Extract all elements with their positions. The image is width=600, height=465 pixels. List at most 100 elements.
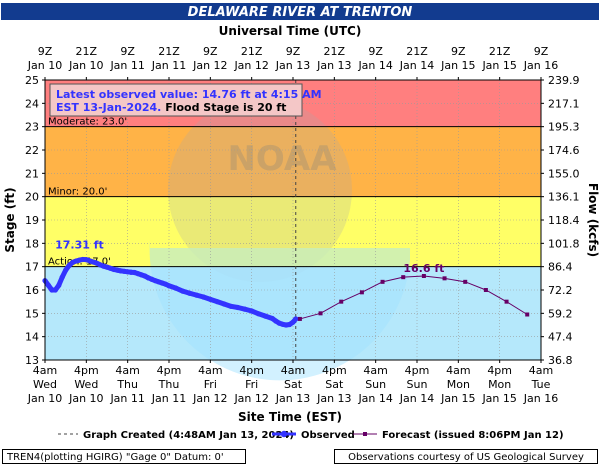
left-tick-label: 14 bbox=[25, 331, 39, 344]
forecast-point bbox=[297, 316, 302, 321]
left-tick-label: 25 bbox=[25, 74, 39, 87]
bottom-tick-day: Fri bbox=[245, 378, 258, 391]
top-tick-hour: 9Z bbox=[368, 45, 383, 58]
observed-point bbox=[235, 304, 241, 311]
top-tick-date: Jan 13 bbox=[275, 59, 310, 72]
top-tick-date: Jan 15 bbox=[440, 59, 475, 72]
observed-point bbox=[56, 282, 62, 288]
left-tick-label: 17 bbox=[25, 261, 39, 274]
observed-point bbox=[262, 313, 269, 319]
bottom-tick-day: Wed bbox=[33, 378, 57, 391]
bottom-tick-time: 4am bbox=[115, 364, 139, 377]
top-tick-date: Jan 10 bbox=[68, 59, 103, 72]
bottom-tick-date: Jan 10 bbox=[68, 392, 103, 405]
left-tick-label: 24 bbox=[25, 97, 39, 110]
forecast-peak-label: 16.6 ft bbox=[403, 262, 444, 275]
bottom-tick-date: Jan 16 bbox=[523, 392, 558, 405]
forecast-point bbox=[380, 279, 385, 284]
legend-observed-label: Observed bbox=[301, 430, 355, 441]
right-tick-label: 217.1 bbox=[548, 97, 580, 110]
legend-forecast-marker bbox=[363, 432, 367, 436]
top-tick-hour: 21Z bbox=[76, 45, 98, 58]
forecast-point bbox=[463, 279, 468, 284]
bottom-tick-time: 4pm bbox=[487, 364, 512, 377]
bottom-tick-date: Jan 13 bbox=[275, 392, 310, 405]
left-tick-label: 21 bbox=[25, 167, 39, 180]
bottom-tick-date: Jan 15 bbox=[440, 392, 475, 405]
right-tick-label: 47.4 bbox=[548, 331, 573, 344]
forecast-point bbox=[525, 312, 530, 317]
bottom-tick-date: Jan 12 bbox=[233, 392, 268, 405]
bottom-tick-time: 4am bbox=[281, 364, 305, 377]
forecast-point bbox=[483, 288, 488, 292]
left-tick-label: 19 bbox=[25, 214, 39, 227]
top-tick-hour: 21Z bbox=[489, 45, 511, 58]
watermark-logo-text: NOAA bbox=[227, 139, 337, 179]
observed-point bbox=[187, 290, 193, 296]
watermark-lower-disc bbox=[149, 240, 410, 381]
bottom-tick-day: Sat bbox=[325, 378, 344, 391]
bottom-tick-day: Thu bbox=[158, 378, 180, 391]
top-tick-hour: 21Z bbox=[406, 45, 428, 58]
top-tick-date: Jan 10 bbox=[27, 59, 62, 72]
bottom-tick-day: Sun bbox=[365, 378, 386, 391]
observed-point bbox=[52, 287, 58, 293]
observed-point bbox=[249, 308, 255, 314]
latest-observation-box: Latest observed value: 14.76 ft at 4:15 … bbox=[49, 83, 322, 117]
top-tick-date: Jan 13 bbox=[316, 59, 351, 72]
forecast-point bbox=[421, 274, 426, 278]
top-tick-hour: 9Z bbox=[451, 45, 466, 58]
forecast-point bbox=[442, 276, 447, 281]
observed-point bbox=[242, 306, 248, 312]
forecast-point bbox=[401, 275, 406, 280]
right-tick-label: 195.3 bbox=[548, 121, 580, 134]
right-tick-label: 72.2 bbox=[548, 284, 573, 297]
info-box-frame bbox=[49, 83, 303, 117]
forecast-point bbox=[339, 299, 344, 304]
bottom-tick-date: Jan 11 bbox=[151, 392, 186, 405]
left-tick-label: 16 bbox=[25, 284, 39, 297]
right-tick-label: 86.4 bbox=[548, 261, 573, 274]
observed-point bbox=[66, 262, 72, 269]
bottom-tick-time: 4am bbox=[33, 364, 57, 377]
chart-title: DELAWARE RIVER AT TRENTON bbox=[188, 5, 413, 20]
top-tick-hour: 9Z bbox=[286, 45, 301, 58]
title-bar bbox=[1, 3, 599, 20]
top-tick-date: Jan 12 bbox=[192, 59, 227, 72]
bottom-tick-date: Jan 14 bbox=[399, 392, 434, 405]
observed-point bbox=[173, 285, 179, 291]
x-axis-title: Site Time (EST) bbox=[238, 410, 342, 424]
bottom-tick-day: Wed bbox=[74, 378, 98, 391]
observed-peak-label: 17.31 ft bbox=[55, 238, 104, 251]
left-tick-label: 20 bbox=[25, 191, 39, 204]
observed-point bbox=[180, 288, 186, 294]
observed-point bbox=[293, 316, 299, 322]
bottom-tick-time: 4am bbox=[446, 364, 470, 377]
left-tick-label: 18 bbox=[25, 237, 39, 250]
top-tick-date: Jan 14 bbox=[399, 59, 434, 72]
info-box-date: EST 13-Jan-2024. bbox=[56, 101, 161, 114]
bottom-tick-date: Jan 12 bbox=[192, 392, 227, 405]
legend: Graph Created (4:48AM Jan 13, 2024) Obse… bbox=[58, 430, 564, 441]
bottom-tick-time: 4pm bbox=[322, 364, 347, 377]
observed-point bbox=[214, 299, 220, 305]
observed-point bbox=[255, 311, 262, 317]
threshold-label-minor: Minor: 20.0' bbox=[48, 187, 107, 198]
footer-datum-info: TREN4(plotting HGIRG) "Gage 0" Datum: 0' bbox=[2, 449, 246, 464]
top-axis-title: Universal Time (UTC) bbox=[219, 24, 362, 38]
bottom-tick-date: Jan 13 bbox=[316, 392, 351, 405]
left-tick-label: 13 bbox=[25, 354, 39, 367]
forecast-point bbox=[504, 299, 509, 304]
right-tick-label: 136.1 bbox=[548, 191, 580, 204]
top-tick-hour: 21Z bbox=[158, 45, 180, 58]
legend-observed-marker bbox=[280, 430, 288, 438]
bottom-tick-date: Jan 11 bbox=[109, 392, 144, 405]
top-tick-date: Jan 11 bbox=[109, 59, 144, 72]
bottom-tick-time: 4pm bbox=[157, 364, 182, 377]
forecast-point bbox=[359, 290, 364, 295]
info-box-flood-stage: Flood Stage is 20 ft bbox=[161, 101, 286, 114]
top-tick-hour: 9Z bbox=[534, 45, 549, 58]
bottom-tick-time: 4pm bbox=[405, 364, 430, 377]
hydrograph-series bbox=[42, 256, 530, 328]
